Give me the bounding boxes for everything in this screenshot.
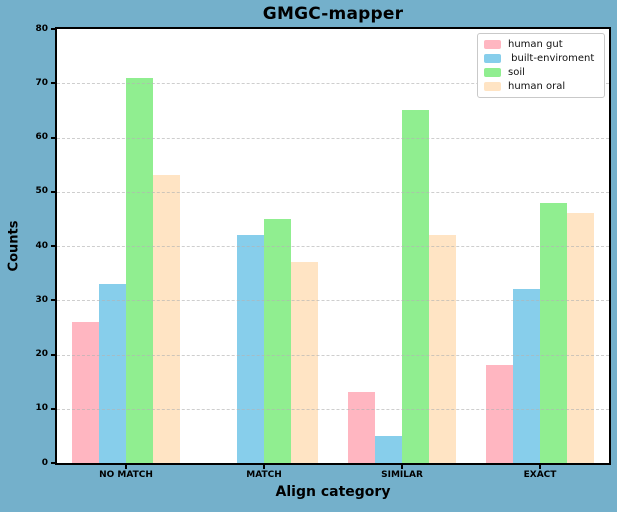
y-tick-label-30: 30 [35, 294, 48, 305]
x-tick-label-similar: SIMILAR [381, 470, 423, 480]
bar-built-enviroment-exact [513, 289, 540, 463]
bar-human-gut-exact [486, 365, 513, 463]
x-tick-label-exact: EXACT [523, 470, 557, 480]
legend-label-human-gut: human gut [508, 39, 563, 50]
bar-soil-exact [540, 202, 567, 463]
x-tick-label-no-match: NO MATCH [99, 470, 153, 480]
y-tick-mark-70 [51, 82, 55, 85]
bar-built-enviroment-match [237, 235, 264, 463]
y-tick-label-60: 60 [35, 132, 48, 142]
x-tick-mark-match [263, 465, 265, 469]
x-tick-mark-exact [539, 465, 541, 469]
x-tick-mark-similar [401, 465, 403, 469]
bar-built-enviroment-no-match [99, 283, 126, 463]
y-tick-mark-50 [51, 190, 55, 193]
bar-human-oral-match [291, 262, 318, 463]
y-tick-label-40: 40 [35, 240, 48, 251]
legend-swatch-human-oral [484, 82, 501, 91]
legend-label-human-oral: human oral [508, 81, 566, 92]
y-tick-label-70: 70 [35, 77, 48, 88]
x-tick-mark-no-match [125, 465, 127, 469]
legend-item-soil: soil [484, 67, 596, 78]
plot-area: human gut built-enviroment soil human oral [55, 27, 611, 465]
y-tick-mark-40 [51, 245, 55, 247]
legend-item-built-enviroment: built-enviroment [484, 53, 596, 64]
y-tick-label-50: 50 [35, 186, 48, 197]
y-tick-mark-30 [51, 299, 55, 302]
bar-human-oral-exact [567, 213, 594, 463]
legend: human gut built-enviroment soil human oral [477, 33, 605, 98]
bar-soil-no-match [126, 77, 153, 463]
legend-item-human-gut: human gut [484, 39, 596, 50]
y-tick-mark-20 [51, 353, 55, 356]
bar-built-enviroment-similar [375, 435, 402, 463]
bar-human-gut-similar [348, 392, 375, 463]
y-tick-mark-80 [51, 28, 55, 30]
chart-title: GMGC-mapper [262, 4, 404, 24]
y-tick-mark-0 [51, 462, 55, 464]
bars-layer [57, 29, 609, 463]
y-tick-mark-10 [51, 407, 55, 410]
legend-swatch-soil [484, 68, 501, 77]
legend-swatch-human-gut [484, 40, 501, 49]
y-tick-label-0: 0 [41, 457, 48, 468]
bar-soil-match [264, 218, 291, 463]
x-axis-label: Align category [275, 484, 391, 500]
legend-item-human-oral: human oral [484, 81, 596, 92]
bar-soil-similar [402, 110, 429, 463]
legend-swatch-built-enviroment [484, 54, 501, 63]
bar-human-oral-no-match [153, 175, 180, 463]
x-tick-label-match: MATCH [246, 470, 282, 480]
y-tick-label-10: 10 [35, 403, 48, 414]
legend-label-built-enviroment: built-enviroment [508, 53, 595, 64]
legend-label-soil: soil [508, 67, 525, 78]
y-tick-mark-60 [51, 136, 55, 139]
bar-human-gut-no-match [72, 321, 99, 463]
y-tick-label-80: 80 [35, 23, 48, 34]
y-tick-label-20: 20 [35, 349, 48, 359]
bar-human-oral-similar [429, 235, 456, 463]
